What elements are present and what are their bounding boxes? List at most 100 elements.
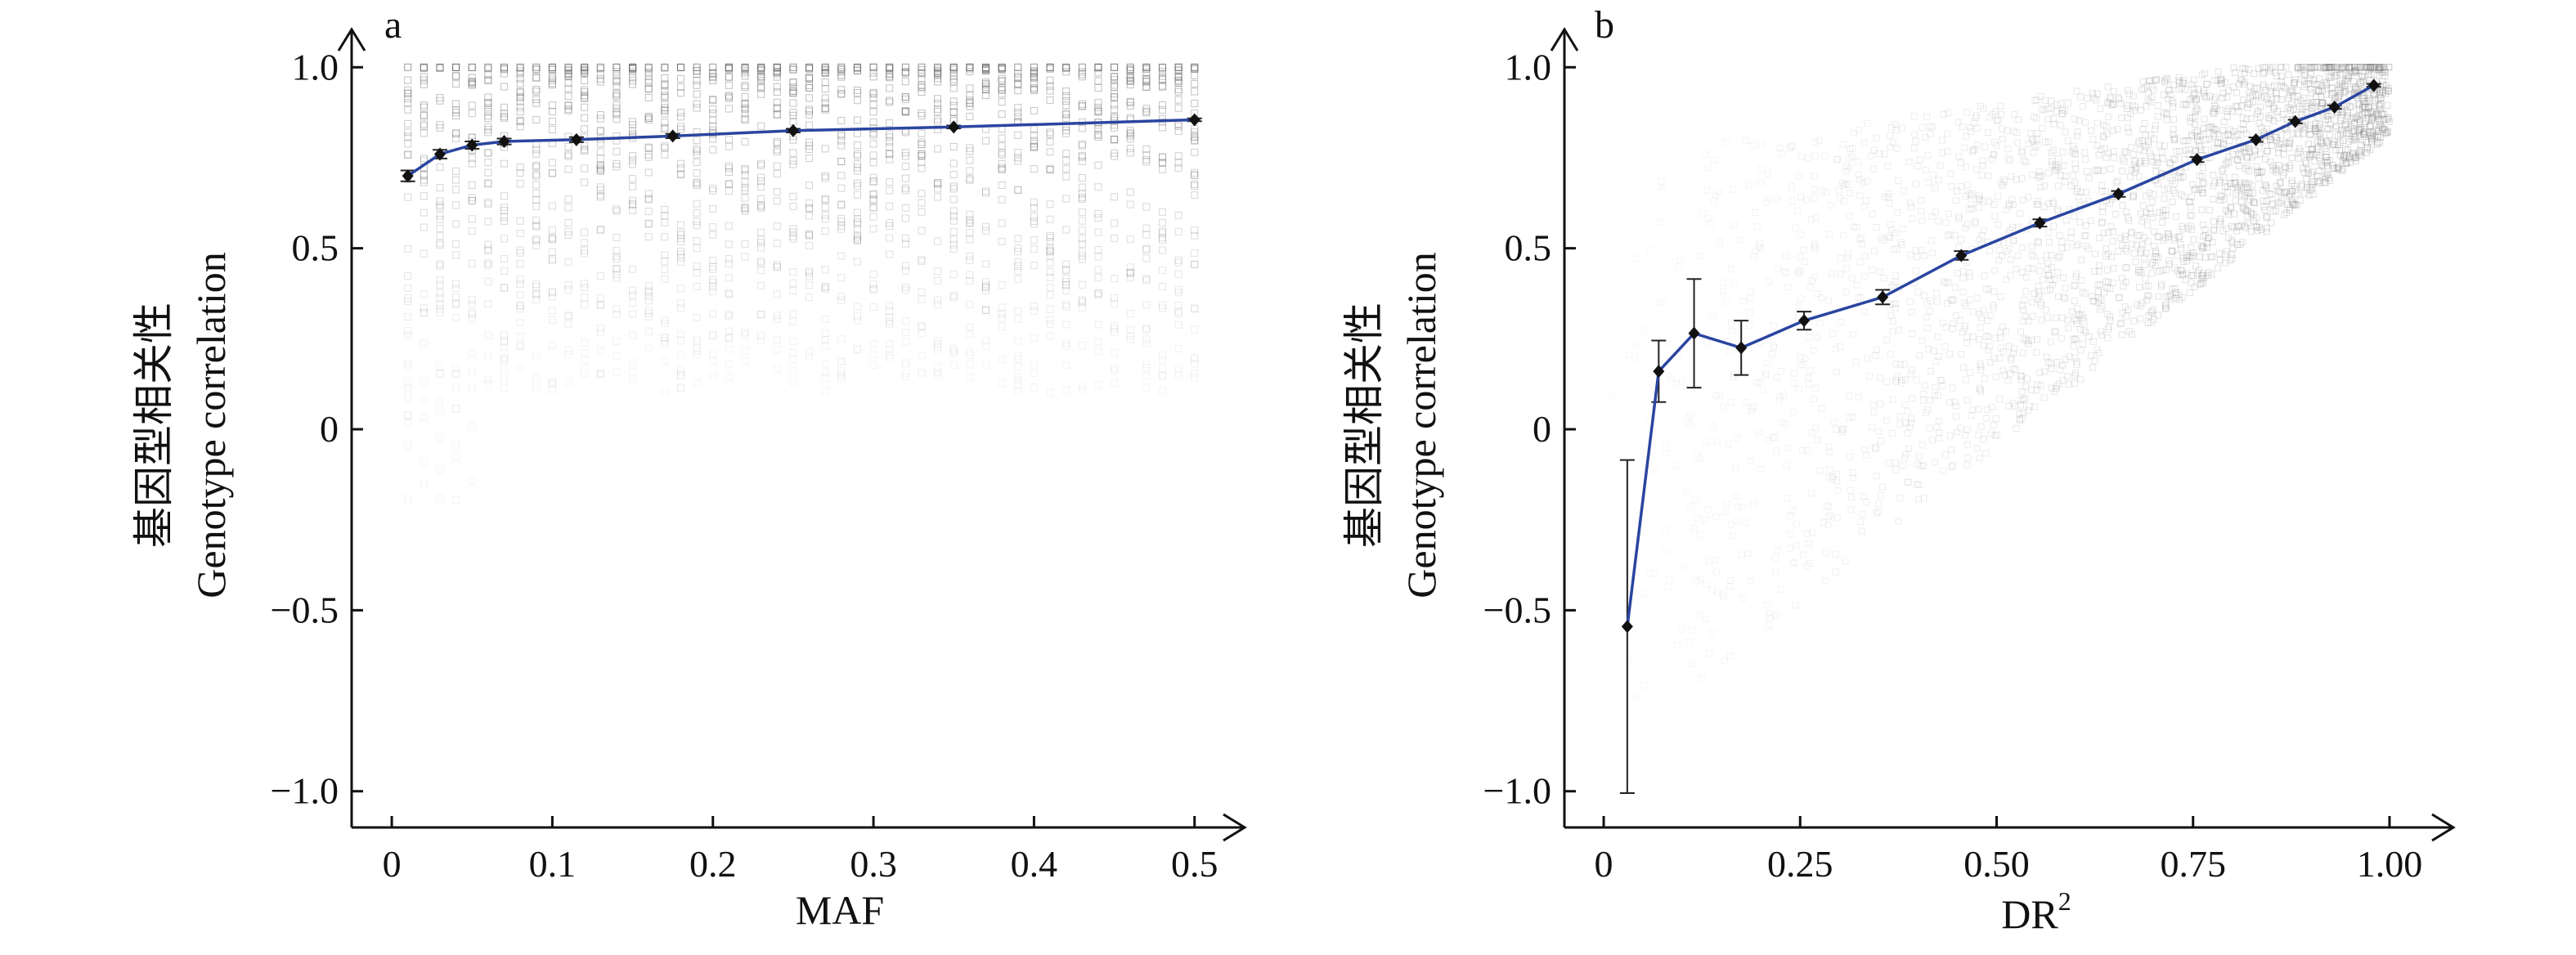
background-point (901, 360, 909, 368)
background-point (2138, 106, 2145, 114)
background-point (2062, 285, 2069, 292)
background-point (821, 105, 829, 113)
background-point (725, 290, 733, 298)
background-point (1909, 395, 1916, 402)
background-point (853, 164, 861, 172)
background-point (2356, 116, 2363, 123)
background-point (2071, 150, 2079, 157)
background-point (1094, 133, 1102, 141)
background-point (2224, 208, 2232, 215)
background-point (1840, 182, 1847, 189)
background-point (2226, 126, 2233, 133)
background-point (2280, 169, 2287, 177)
background-point (1111, 152, 1119, 160)
background-point (2029, 298, 2036, 306)
background-point (2261, 181, 2269, 188)
background-point (1078, 195, 1086, 204)
background-point (789, 65, 797, 74)
background-point (1094, 321, 1102, 329)
background-point (2237, 222, 2245, 229)
background-point (2083, 189, 2090, 196)
background-point (500, 336, 509, 344)
background-point (1979, 197, 1986, 204)
background-point (1191, 132, 1199, 141)
background-point (1953, 428, 1960, 436)
background-point (1823, 502, 1830, 509)
background-point (2301, 67, 2309, 74)
background-point (661, 74, 669, 82)
background-point (1640, 682, 1648, 689)
background-point (2326, 177, 2333, 184)
background-point (1787, 530, 1794, 537)
background-point (821, 174, 829, 182)
background-point (2022, 313, 2029, 321)
background-point (2150, 86, 2157, 93)
background-point (1934, 392, 1941, 399)
background-point (1898, 379, 1905, 386)
background-point (2033, 96, 2040, 104)
background-point (2379, 88, 2386, 96)
background-point (2345, 64, 2353, 71)
background-point (1030, 125, 1038, 133)
background-point (2294, 100, 2301, 107)
background-point (2274, 187, 2282, 195)
background-point (676, 371, 684, 379)
background-point (1942, 324, 1950, 331)
background-point (837, 116, 846, 124)
background-point (1158, 246, 1166, 254)
background-point (452, 298, 460, 307)
background-point (949, 171, 958, 179)
background-point (2020, 396, 2027, 403)
background-point (2337, 152, 2345, 159)
background-point (1800, 246, 1807, 253)
background-point (934, 178, 942, 186)
background-point (1808, 429, 1815, 437)
background-point (1801, 258, 1808, 265)
background-point (1685, 638, 1693, 645)
background-point (2051, 388, 2058, 395)
background-point (1793, 541, 1800, 549)
background-point (2210, 110, 2217, 117)
background-point (564, 231, 572, 239)
background-point (1773, 195, 1780, 203)
background-point (676, 123, 684, 131)
background-point (2309, 168, 2316, 176)
background-point (2381, 64, 2388, 71)
background-point (1993, 142, 2000, 150)
background-point (1783, 420, 1790, 428)
background-point (966, 147, 974, 155)
background-point (1977, 361, 1984, 368)
background-point (2229, 83, 2237, 91)
background-point (757, 177, 765, 186)
background-point (2367, 64, 2374, 71)
background-point (949, 212, 958, 220)
background-point (2269, 141, 2276, 149)
background-point (1976, 384, 1983, 392)
background-point (2129, 191, 2137, 199)
background-point (2189, 253, 2197, 260)
background-point (1896, 420, 1904, 428)
background-point (500, 384, 509, 392)
background-point (1881, 150, 1888, 158)
background-point (2033, 136, 2040, 143)
background-point (2340, 154, 2348, 161)
background-point (2291, 76, 2299, 83)
background-point (1850, 469, 1857, 477)
background-point (2183, 254, 2190, 262)
background-point (2370, 130, 2377, 137)
background-point (436, 434, 444, 442)
background-point (1111, 93, 1119, 101)
background-point (1966, 206, 1973, 213)
background-point (1664, 583, 1672, 590)
background-point (2382, 129, 2390, 137)
background-point (2365, 95, 2372, 102)
panel-b-label: b (1595, 3, 1614, 47)
background-point (629, 152, 637, 160)
background-point (1843, 265, 1851, 272)
background-point (1094, 124, 1102, 132)
background-point (2133, 301, 2140, 308)
background-point (2164, 185, 2171, 192)
background-point (2044, 271, 2052, 279)
background-point (757, 173, 765, 182)
background-point (2335, 164, 2342, 171)
